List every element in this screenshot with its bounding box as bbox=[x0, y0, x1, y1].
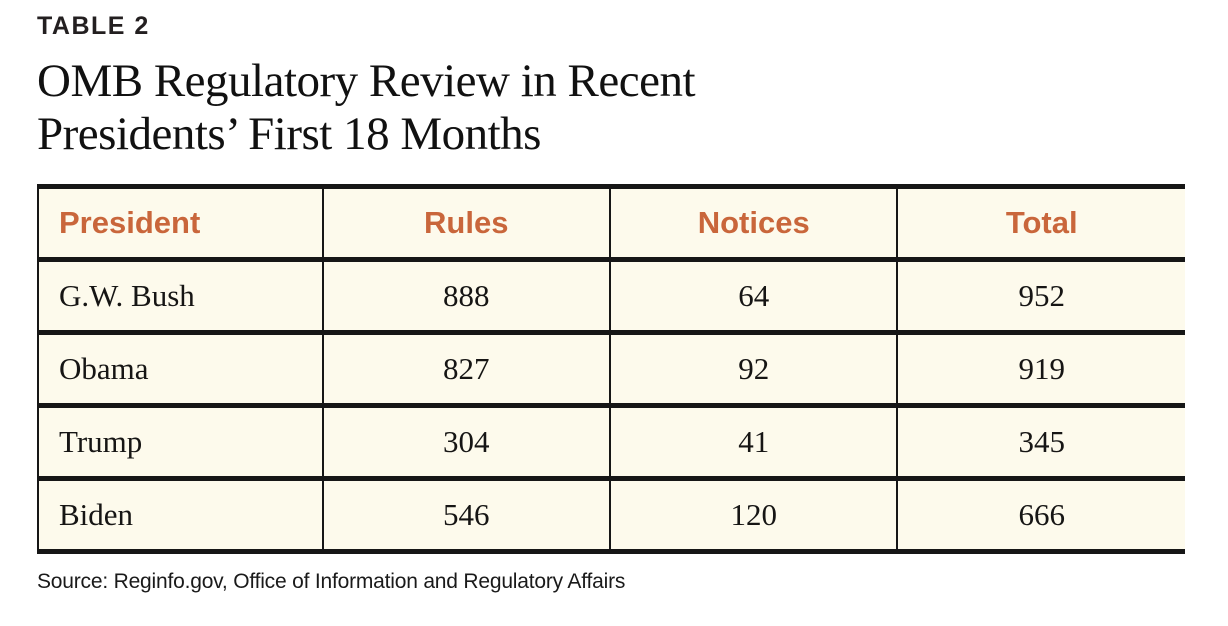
cell-president: G.W. Bush bbox=[37, 257, 323, 336]
column-header-notices: Notices bbox=[608, 184, 898, 263]
cell-total: 952 bbox=[896, 257, 1185, 336]
column-header-president: President bbox=[37, 184, 323, 263]
cell-notices: 120 bbox=[608, 476, 898, 555]
table-label: TABLE 2 bbox=[37, 12, 150, 40]
table-header-row: President Rules Notices Total bbox=[37, 184, 1185, 263]
cell-president: Trump bbox=[37, 403, 323, 482]
column-header-rules: Rules bbox=[321, 184, 610, 263]
figure-title-line1: OMB Regulatory Review in Recent bbox=[37, 55, 696, 107]
cell-president: Obama bbox=[37, 330, 323, 409]
table-row: Obama 827 92 919 bbox=[37, 330, 1185, 409]
cell-notices: 41 bbox=[608, 403, 898, 482]
figure-title: OMB Regulatory Review in Recent Presiden… bbox=[37, 55, 1185, 160]
cell-total: 919 bbox=[896, 330, 1185, 409]
cell-rules: 546 bbox=[321, 476, 610, 555]
table-header: President Rules Notices Total bbox=[37, 184, 1185, 263]
column-header-total: Total bbox=[896, 184, 1185, 263]
regulatory-review-table: President Rules Notices Total G.W. Bush … bbox=[37, 184, 1185, 555]
cell-rules: 304 bbox=[321, 403, 610, 482]
cell-notices: 64 bbox=[608, 257, 898, 336]
cell-rules: 888 bbox=[321, 257, 610, 336]
table-row: Trump 304 41 345 bbox=[37, 403, 1185, 482]
cell-total: 666 bbox=[896, 476, 1185, 555]
cell-total: 345 bbox=[896, 403, 1185, 482]
table-row: Biden 546 120 666 bbox=[37, 476, 1185, 555]
cell-rules: 827 bbox=[321, 330, 610, 409]
source-note: Source: Reginfo.gov, Office of Informati… bbox=[37, 570, 626, 594]
cell-president: Biden bbox=[37, 476, 323, 555]
figure-title-line2: Presidents’ First 18 Months bbox=[37, 107, 541, 160]
table-row: G.W. Bush 888 64 952 bbox=[37, 257, 1185, 336]
page: TABLE 2 OMB Regulatory Review in Recent … bbox=[37, 12, 1185, 594]
table-body: G.W. Bush 888 64 952 Obama 827 92 919 Tr… bbox=[37, 257, 1185, 555]
cell-notices: 92 bbox=[608, 330, 898, 409]
